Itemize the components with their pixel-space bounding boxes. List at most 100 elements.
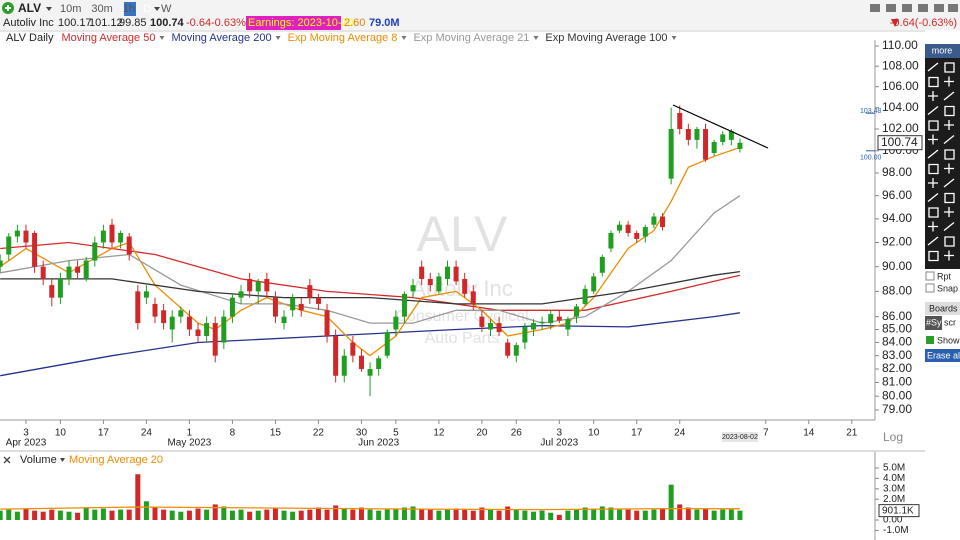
tool-icon[interactable] [944, 192, 955, 204]
volume-bar [298, 510, 304, 521]
more-button[interactable]: more [932, 45, 953, 55]
symbol[interactable]: ALV [18, 1, 41, 15]
volume-bar [75, 512, 81, 521]
icon[interactable] [870, 4, 880, 12]
tool-icon[interactable] [943, 91, 955, 101]
volume-bar [419, 508, 425, 521]
tool-icon[interactable] [927, 192, 939, 203]
candle-body [599, 256, 605, 273]
timeframe-button[interactable]: 10m [60, 3, 81, 15]
volume-bar [470, 510, 476, 521]
checkbox[interactable] [925, 271, 935, 281]
y-tick-label: 86.00 [882, 309, 912, 323]
candle-body [479, 316, 485, 327]
tool-icon[interactable] [928, 120, 939, 131]
tool-icon[interactable] [928, 91, 938, 101]
volume-bar [333, 505, 339, 521]
tool-icon[interactable] [927, 62, 939, 72]
x-tick-label: 3 [557, 428, 563, 439]
candle-body [195, 329, 201, 336]
timeframe-button[interactable]: 1h [123, 3, 135, 15]
x-tick-label: 12 [433, 428, 445, 439]
tool-icon[interactable] [944, 207, 954, 217]
moving-average-line [0, 312, 740, 377]
y-tick-label: -1.0M [883, 525, 909, 536]
volume-bar [0, 510, 3, 521]
tool-icon[interactable] [928, 76, 939, 88]
tool-icon[interactable] [928, 134, 938, 145]
volume-bar [436, 510, 442, 521]
volume-bar [255, 510, 261, 521]
legend-entry[interactable]: Moving Average 50 [61, 32, 155, 44]
icon[interactable] [934, 4, 944, 12]
candle-body [40, 266, 46, 279]
trendline[interactable] [672, 104, 769, 149]
volume-bar [6, 509, 12, 521]
volume-bar [401, 507, 407, 521]
volume-bar [221, 506, 227, 521]
tool-icon[interactable] [944, 76, 954, 87]
tool-icon[interactable] [927, 149, 939, 159]
dropdown-icon[interactable] [60, 458, 65, 462]
board-scr[interactable]: scr [944, 317, 956, 327]
candle-body [57, 278, 63, 298]
tool-icon[interactable] [943, 221, 955, 232]
tool-icon[interactable] [943, 134, 955, 145]
tool-icon[interactable] [928, 250, 939, 262]
candle-body [384, 332, 390, 356]
volume-bar [625, 509, 631, 521]
tool-icon[interactable] [928, 207, 939, 218]
tool-icon[interactable] [928, 221, 938, 232]
candle-body [264, 278, 270, 292]
volume-bar [617, 509, 623, 521]
tool-icon[interactable] [944, 163, 954, 174]
volume-plot [0, 474, 743, 521]
tool-icon[interactable] [944, 105, 955, 117]
checkbox-checked[interactable] [926, 336, 934, 344]
tool-icon[interactable] [928, 163, 939, 175]
month-label: Jul 2023 [540, 438, 578, 449]
erase-button[interactable]: Erase all [927, 350, 960, 360]
current-volume-box [878, 504, 920, 518]
volume-bar [367, 509, 373, 521]
volume-bar [685, 507, 691, 521]
timeframe-button[interactable]: 30m [91, 3, 112, 15]
dropdown-icon [533, 36, 539, 40]
scale-toggle[interactable]: Log [883, 430, 903, 444]
candle-body [444, 266, 450, 279]
tool-icon[interactable] [927, 105, 939, 116]
tool-icon[interactable] [944, 149, 955, 160]
board-sy[interactable]: #Sy [926, 317, 942, 327]
legend-entry[interactable]: Exp Moving Average 100 [545, 32, 667, 44]
icon[interactable] [918, 4, 928, 12]
x-tick-label: 8 [230, 428, 236, 439]
candle-body [247, 278, 253, 292]
tool-icon[interactable] [944, 120, 954, 130]
header-bar [0, 0, 960, 30]
dropdown-icon [159, 36, 165, 40]
checkbox[interactable] [925, 283, 935, 293]
volume-bar [247, 511, 253, 521]
tool-icon[interactable] [943, 178, 955, 188]
tool-icon[interactable] [944, 236, 955, 247]
close-panel[interactable] [3, 456, 11, 464]
icon[interactable] [902, 4, 912, 12]
tool-icon[interactable] [944, 62, 955, 73]
candle-body [23, 230, 29, 243]
y-tick-label: 110.00 [882, 38, 918, 52]
icon[interactable] [886, 4, 896, 12]
candle-body [548, 314, 554, 324]
icon[interactable] [948, 4, 958, 12]
dropdown-icon[interactable] [46, 7, 52, 11]
timeframe-button[interactable]: W [161, 3, 172, 15]
tool-icon[interactable] [944, 250, 954, 261]
tool-icon[interactable] [928, 178, 938, 188]
legend-entry[interactable]: Exp Moving Average 8 [288, 32, 398, 44]
legend-entry[interactable]: Moving Average 200 [171, 32, 271, 44]
volume-bar [642, 510, 648, 521]
timeframe-button[interactable]: D [143, 3, 151, 15]
volume-bar [66, 511, 72, 521]
tool-icon[interactable] [927, 236, 939, 246]
legend-entry[interactable]: Exp Moving Average 21 [413, 32, 529, 44]
dropdown-icon[interactable] [154, 7, 160, 11]
